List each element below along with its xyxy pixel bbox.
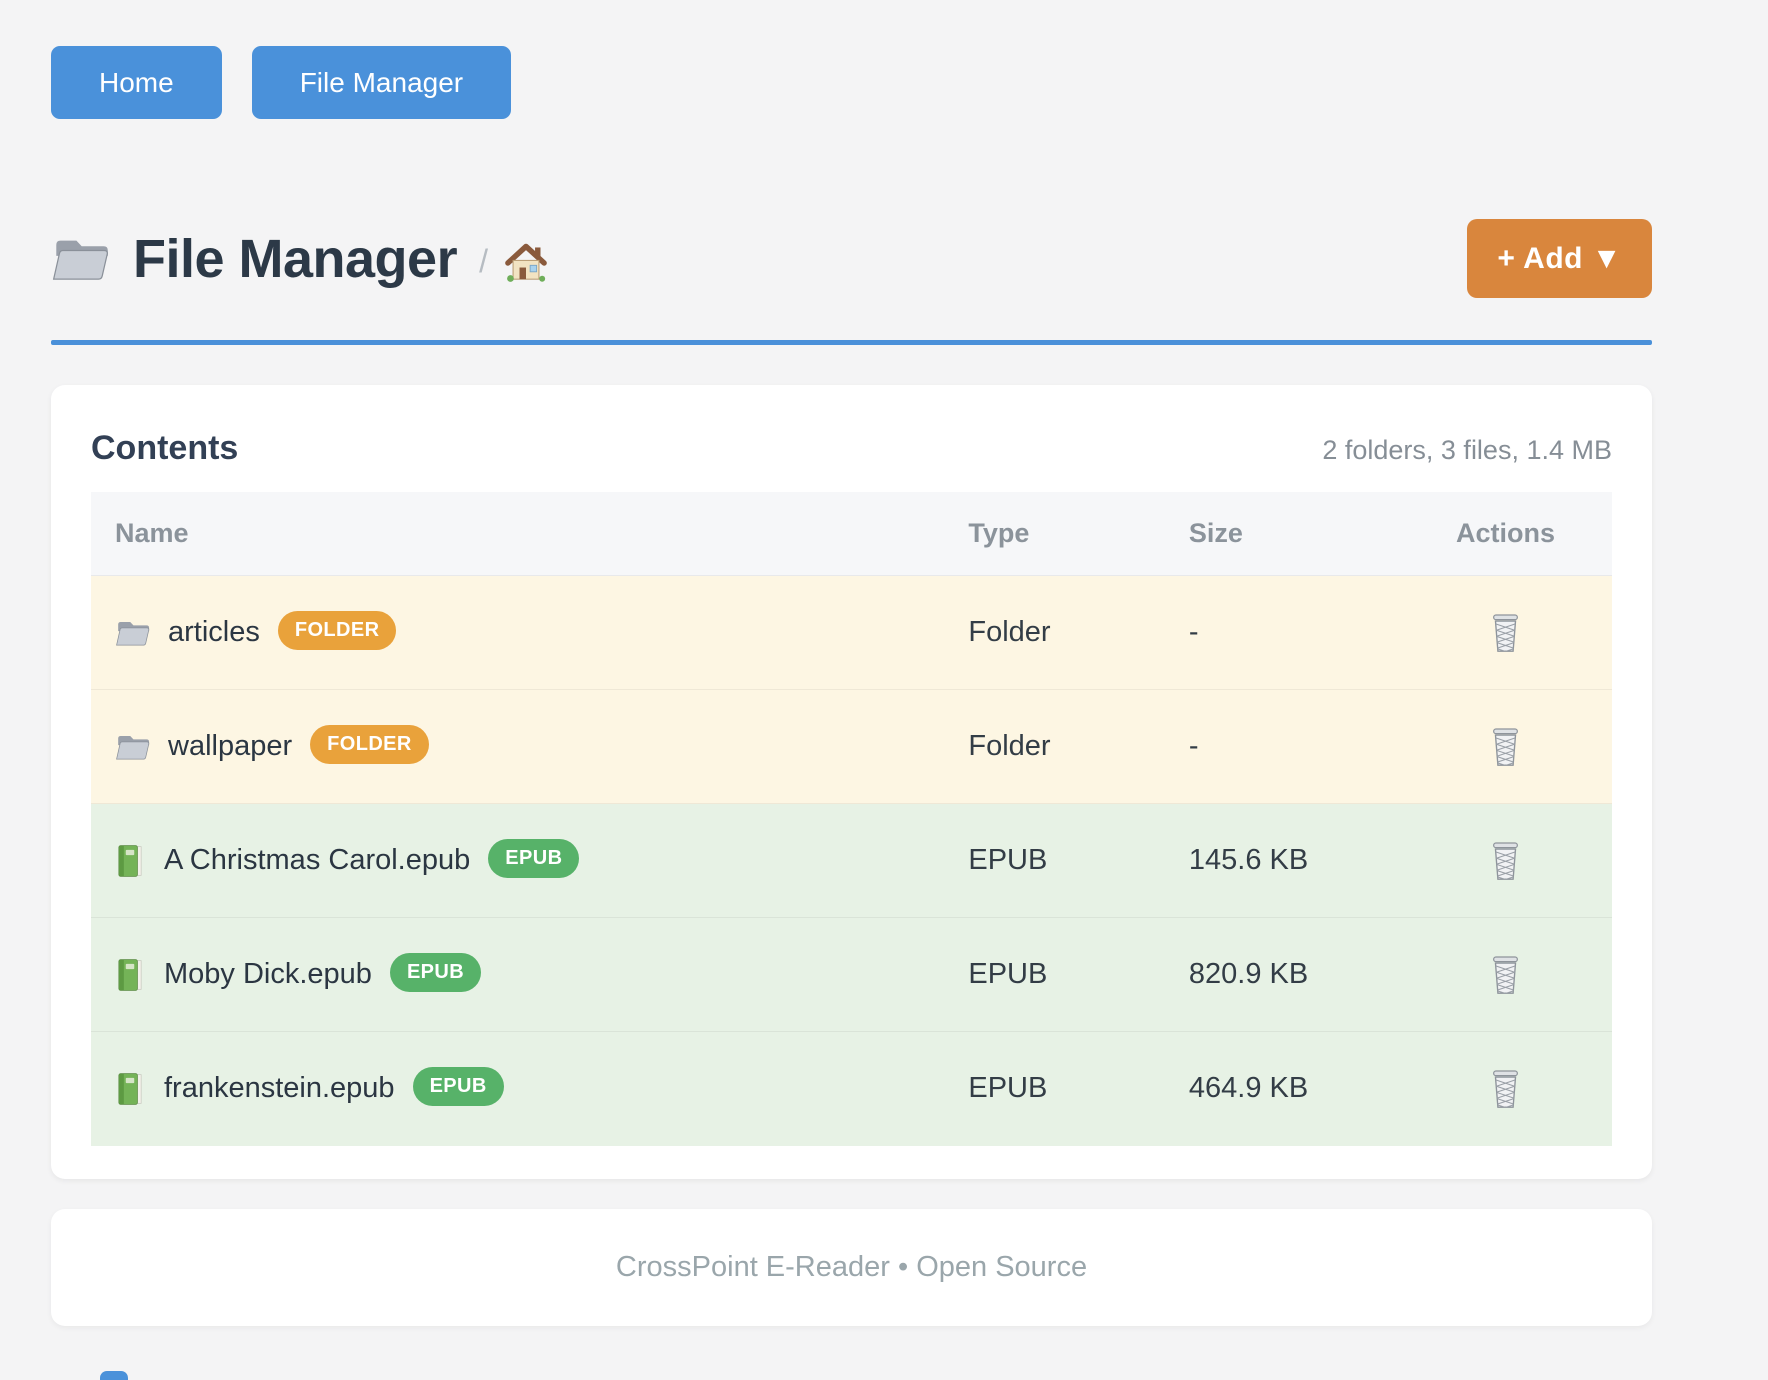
trash-icon — [1493, 1070, 1518, 1109]
home-icon[interactable] — [504, 242, 548, 284]
file-name[interactable]: A Christmas Carol.epub — [164, 844, 471, 876]
table-row: frankenstein.epub EPUB EPUB 464.9 KB — [91, 1031, 1612, 1146]
file-manager-button[interactable]: File Manager — [251, 46, 512, 119]
book-icon — [118, 844, 142, 877]
table-row: wallpaper FOLDER Folder - — [91, 689, 1612, 804]
file-name[interactable]: Moby Dick.epub — [164, 958, 372, 990]
table-row: Moby Dick.epub EPUB EPUB 820.9 KB — [91, 917, 1612, 1032]
table-row: articles FOLDER Folder - — [91, 575, 1612, 690]
type-cell: Folder — [968, 616, 1051, 648]
add-button[interactable]: + Add ▼ — [1467, 219, 1652, 298]
partial-button[interactable] — [100, 1371, 128, 1380]
type-cell: EPUB — [968, 1072, 1048, 1105]
file-name[interactable]: frankenstein.epub — [164, 1072, 395, 1105]
home-button[interactable]: Home — [51, 46, 222, 119]
delete-button[interactable] — [1483, 950, 1528, 999]
epub-badge: EPUB — [389, 953, 482, 992]
type-cell: Folder — [968, 730, 1051, 762]
trash-icon — [1493, 728, 1518, 766]
top-nav: Home File Manager — [51, 46, 1652, 119]
trash-icon — [1493, 842, 1518, 880]
folder-badge: FOLDER — [277, 611, 397, 650]
page-container: Home File Manager File Manager / + Add ▼ — [51, 0, 1652, 1326]
size-cell: 145.6 KB — [1188, 844, 1309, 876]
trash-icon — [1493, 614, 1518, 652]
footer-text: CrossPoint E-Reader • Open Source — [615, 1250, 1088, 1283]
column-header-size: Size — [1188, 518, 1243, 548]
file-table: Name Type Size Actions articles FOLDER F… — [91, 492, 1612, 1146]
column-header-actions: Actions — [1456, 518, 1556, 548]
file-name[interactable]: wallpaper — [168, 730, 293, 762]
size-cell: 820.9 KB — [1188, 958, 1309, 990]
delete-button[interactable] — [1483, 836, 1528, 885]
folder-icon — [52, 240, 108, 280]
contents-card: Contents 2 folders, 3 files, 1.4 MB Name… — [51, 385, 1652, 1179]
type-cell: EPUB — [968, 844, 1048, 876]
file-name[interactable]: articles — [168, 616, 260, 648]
footer: CrossPoint E-Reader • Open Source — [51, 1208, 1652, 1326]
folder-badge: FOLDER — [310, 725, 429, 764]
table-row: A Christmas Carol.epub EPUB EPUB 145.6 K… — [91, 803, 1612, 918]
size-cell: - — [1188, 616, 1199, 648]
column-header-name: Name — [115, 518, 189, 548]
trash-icon — [1493, 956, 1518, 994]
epub-badge: EPUB — [488, 839, 580, 878]
book-icon — [118, 1072, 142, 1105]
folder-icon — [116, 621, 150, 645]
page-header: File Manager / + Add ▼ — [51, 219, 1652, 298]
folder-icon — [116, 735, 150, 759]
page-title: File Manager — [133, 228, 458, 289]
breadcrumb-separator: / — [479, 243, 488, 279]
title-underline — [51, 340, 1652, 345]
contents-summary: 2 folders, 3 files, 1.4 MB — [1322, 435, 1612, 465]
contents-title: Contents — [91, 429, 239, 467]
table-header-row: Name Type Size Actions — [91, 492, 1612, 576]
type-cell: EPUB — [968, 958, 1048, 990]
size-cell: - — [1188, 730, 1199, 762]
delete-button[interactable] — [1483, 722, 1528, 771]
delete-button[interactable] — [1483, 1064, 1528, 1113]
delete-button[interactable] — [1483, 608, 1528, 657]
epub-badge: EPUB — [412, 1067, 504, 1107]
book-icon — [118, 958, 142, 991]
size-cell: 464.9 KB — [1188, 1072, 1309, 1105]
column-header-type: Type — [968, 518, 1030, 548]
